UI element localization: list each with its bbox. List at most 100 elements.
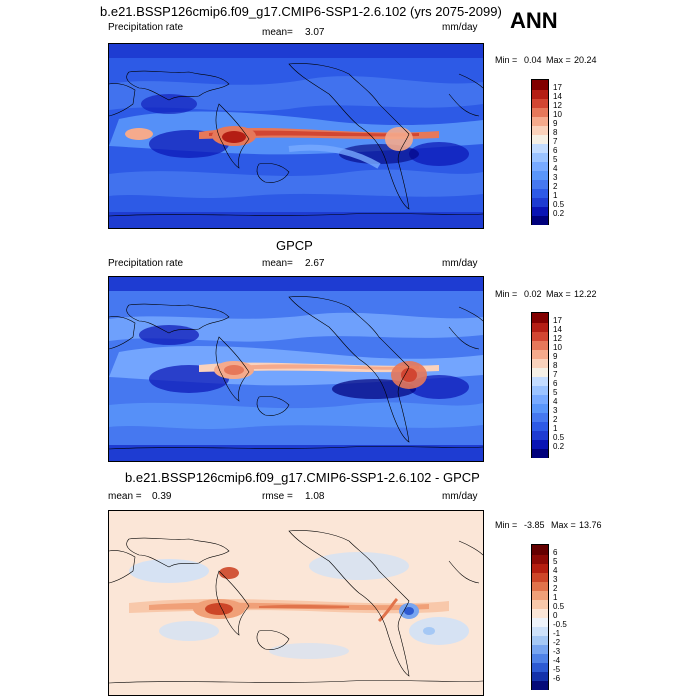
panel3-map [108,510,484,696]
colorbar-tick-label: 9 [553,119,558,128]
colorbar-segment [532,215,548,225]
colorbar-segment [532,179,548,189]
panel1-mean-value: 3.07 [305,27,325,38]
colorbar-tick-label: -6 [553,674,561,683]
colorbar-tick-label: 4 [553,566,558,575]
colorbar-tick-label: 17 [553,316,562,325]
panel3-mean-value: 0.39 [152,491,172,502]
colorbar-tick-label: 2 [553,415,558,424]
colorbar-tick-label: 3 [553,575,558,584]
colorbar-tick-label: 0.5 [553,433,565,442]
colorbar-segment [532,143,548,153]
colorbar-tick-label: -0.5 [553,620,567,629]
colorbar-segment [532,439,548,449]
panel2-map-svg [109,277,483,461]
panel2-min-label: Min = [495,289,518,299]
panel1-mean-label: mean= [262,27,293,38]
colorbar-tick-label: -4 [553,656,561,665]
colorbar-segment [532,116,548,126]
colorbar-tick-label: -2 [553,638,561,647]
colorbar-tick-label: 0.2 [553,209,565,218]
colorbar-segment [532,385,548,395]
colorbar-segment [532,608,548,618]
colorbar-segment [532,367,548,377]
colorbar-tick-label: 5 [553,557,558,566]
panel1-min-value: 0.04 [524,55,542,65]
colorbar-segment [532,671,548,681]
colorbar-tick-label: 5 [553,388,558,397]
colorbar-tick-label: 10 [553,110,562,119]
colorbar-tick-label: 3 [553,173,558,182]
panel1-units: mm/day [442,22,478,33]
colorbar-segment [532,430,548,440]
colorbar-segment [532,206,548,216]
colorbar-tick-label: 6 [553,548,558,557]
colorbar-tick-label: -3 [553,647,561,656]
colorbar-tick-label: 9 [553,352,558,361]
colorbar-segment [532,394,548,404]
colorbar-tick-label: 12 [553,101,562,110]
panel2-mean-value: 2.67 [305,258,325,269]
colorbar-segment [532,340,548,350]
panel2-colorbar [531,312,549,458]
panel2-mean-label: mean= [262,258,293,269]
colorbar-segment [532,581,548,591]
colorbar-tick-label: 4 [553,397,558,406]
colorbar-tick-label: 6 [553,146,558,155]
colorbar-segment [532,170,548,180]
colorbar-segment [532,572,548,582]
panel1-colorbar [531,79,549,225]
colorbar-tick-label: 0.2 [553,442,565,451]
colorbar-segment [532,125,548,135]
colorbar-segment [532,599,548,609]
colorbar-segment [532,98,548,108]
colorbar-segment [532,662,548,672]
panel2-variable-label: Precipitation rate [108,258,184,269]
panel3-rmse-value: 1.08 [305,491,325,502]
colorbar-segment [532,161,548,171]
panel3-units: mm/day [442,491,478,502]
colorbar-segment [532,554,548,564]
colorbar-segment [532,403,548,413]
panel1-map [108,43,484,229]
panel3-map-svg [109,511,483,695]
colorbar-tick-label: 8 [553,128,558,137]
colorbar-tick-label: 8 [553,361,558,370]
colorbar-segment [532,563,548,573]
colorbar-tick-label: 1 [553,424,558,433]
colorbar-segment [532,80,548,90]
colorbar-tick-label: 4 [553,164,558,173]
colorbar-tick-label: 7 [553,137,558,146]
colorbar-tick-label: 14 [553,325,562,334]
panel1-max-label: Max = [546,55,571,65]
colorbar-segment [532,152,548,162]
colorbar-segment [532,590,548,600]
colorbar-tick-label: 7 [553,370,558,379]
colorbar-tick-label: 5 [553,155,558,164]
colorbar-segment [532,421,548,431]
colorbar-segment [532,331,548,341]
colorbar-tick-label: 0.5 [553,200,565,209]
colorbar-segment [532,635,548,645]
colorbar-segment [532,376,548,386]
panel2-units: mm/day [442,258,478,269]
colorbar-tick-label: 3 [553,406,558,415]
colorbar-tick-label: 1 [553,593,558,602]
colorbar-segment [532,358,548,368]
colorbar-tick-label: -1 [553,629,561,638]
colorbar-segment [532,626,548,636]
panel1-min-label: Min = [495,55,518,65]
colorbar-tick-label: 0.5 [553,602,565,611]
colorbar-tick-label: 1 [553,191,558,200]
panel3-max-value: 13.76 [579,520,602,530]
panel3-max-label: Max = [551,520,576,530]
colorbar-tick-label: -5 [553,665,561,674]
colorbar-segment [532,134,548,144]
colorbar-segment [532,448,548,458]
colorbar-segment [532,617,548,627]
colorbar-tick-label: 10 [553,343,562,352]
colorbar-segment [532,322,548,332]
colorbar-tick-label: 2 [553,584,558,593]
panel2-min-value: 0.02 [524,289,542,299]
panel1-variable-label: Precipitation rate [108,22,184,33]
